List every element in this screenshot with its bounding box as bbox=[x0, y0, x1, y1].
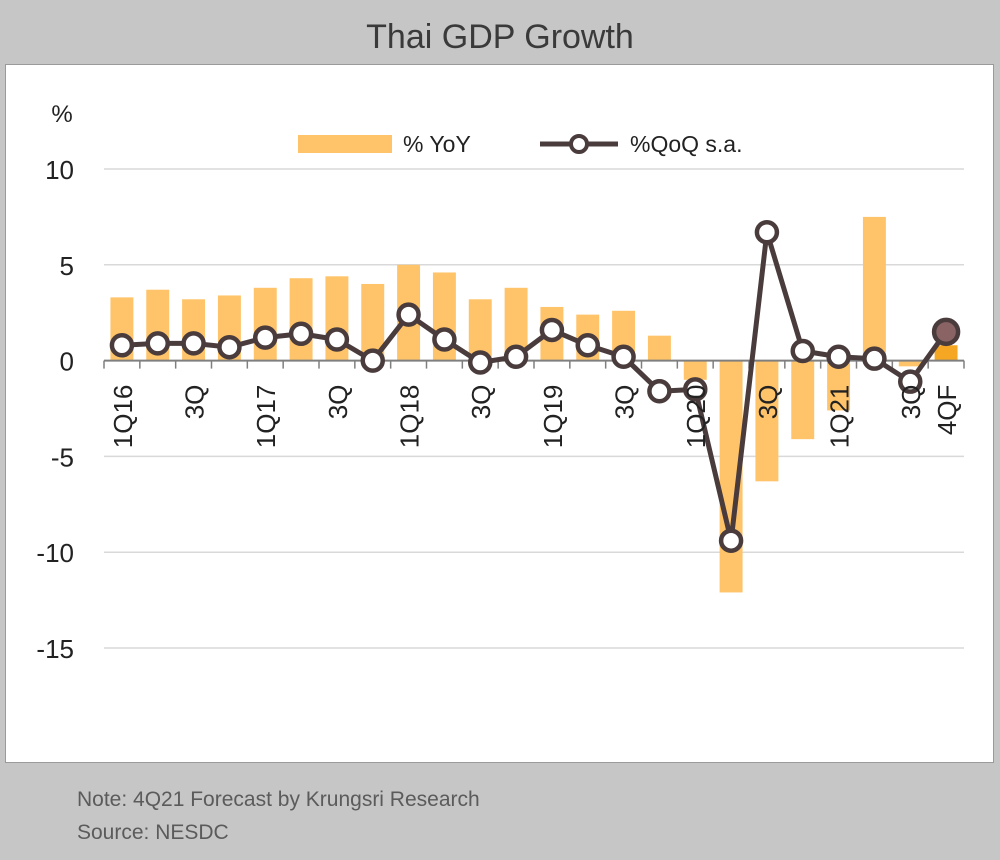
x-tick-label: 1Q18 bbox=[395, 385, 425, 449]
qoq-point bbox=[862, 346, 887, 371]
x-tick-label: 3Q bbox=[753, 385, 783, 420]
yoy-bar bbox=[361, 283, 385, 361]
qoq-point bbox=[539, 317, 565, 343]
x-tick-label: 3Q bbox=[610, 385, 640, 420]
y-tick-label: 10 bbox=[45, 155, 74, 185]
yoy-bar bbox=[862, 216, 886, 361]
yoy-bar bbox=[289, 278, 313, 361]
yoy-bar bbox=[827, 360, 851, 411]
source-note: Source: NESDC bbox=[77, 821, 229, 844]
y-tick-label: -15 bbox=[36, 634, 74, 664]
qoq-point bbox=[575, 333, 600, 358]
qoq-point bbox=[253, 325, 278, 350]
yoy-bar bbox=[683, 360, 707, 380]
qoq-point bbox=[181, 331, 206, 356]
yoy-bar bbox=[934, 345, 958, 361]
qoq-point bbox=[396, 302, 421, 327]
qoq-point bbox=[324, 327, 350, 352]
x-tick-label: 3Q bbox=[896, 385, 926, 420]
yoy-bar bbox=[647, 335, 671, 361]
qoq-point bbox=[217, 334, 242, 360]
qoq-point bbox=[647, 379, 672, 404]
legend-yoy-swatch bbox=[298, 135, 392, 153]
yoy-bar bbox=[791, 360, 815, 440]
qoq-point bbox=[790, 338, 815, 364]
x-tick-label: 3Q bbox=[180, 385, 210, 420]
y-axis-label: % bbox=[51, 101, 72, 128]
x-tick-label: 1Q21 bbox=[825, 385, 855, 449]
qoq-line bbox=[121, 229, 949, 544]
legend-qoq-marker bbox=[569, 134, 589, 154]
qoq-point bbox=[754, 219, 780, 245]
x-tick-label: 3Q bbox=[323, 385, 353, 420]
forecast-note: Note: 4Q21 Forecast by Krungsri Research bbox=[77, 788, 480, 811]
qoq-point bbox=[503, 344, 529, 370]
qoq-point bbox=[468, 350, 493, 375]
qoq-point bbox=[109, 333, 135, 358]
gdp-growth-chart: 10 5 0 -5 -10 -15% 1Q16 3Q 1Q17 3Q 1Q18 3Q 1Q19 3Q 1Q2… bbox=[36, 101, 965, 664]
legend-qoq-label: %QoQ s.a. bbox=[630, 131, 742, 157]
x-tick-label: 1Q16 bbox=[108, 385, 138, 449]
qoq-point bbox=[432, 327, 457, 352]
legend-yoy-label: % YoY bbox=[403, 131, 471, 157]
qoq-point bbox=[931, 317, 961, 347]
qoq-point bbox=[718, 528, 744, 553]
y-tick-label: 0 bbox=[60, 347, 74, 377]
qoq-point bbox=[360, 348, 385, 373]
x-tick-label: 4QF bbox=[932, 385, 962, 436]
x-tick-label: 1Q19 bbox=[538, 385, 568, 449]
qoq-point bbox=[288, 321, 314, 347]
qoq-point bbox=[145, 331, 170, 356]
chart-panel: 10 5 0 -5 -10 -15% 1Q16 3Q 1Q17 3Q 1Q18 3Q 1Q19 3Q 1Q2… bbox=[5, 64, 994, 763]
x-tick-label: 1Q20 bbox=[681, 385, 711, 449]
x-tick-label: 1Q17 bbox=[251, 385, 281, 449]
yoy-bar bbox=[898, 360, 922, 367]
y-tick-label: -10 bbox=[36, 538, 74, 568]
yoy-bar bbox=[755, 360, 779, 482]
yoy-bar bbox=[504, 287, 528, 361]
qoq-point bbox=[683, 377, 708, 402]
qoq-point bbox=[898, 369, 923, 394]
chart-notes: Note: 4Q21 Forecast by Krungsri Research… bbox=[77, 783, 480, 849]
yoy-bar bbox=[468, 299, 492, 361]
qoq-point bbox=[826, 344, 851, 370]
x-tick-label: 3Q bbox=[466, 385, 496, 420]
qoq-point bbox=[611, 344, 636, 370]
y-tick-label: -5 bbox=[51, 442, 74, 472]
chart-title: Thai GDP Growth bbox=[366, 18, 634, 56]
y-tick-label: 5 bbox=[60, 251, 74, 281]
